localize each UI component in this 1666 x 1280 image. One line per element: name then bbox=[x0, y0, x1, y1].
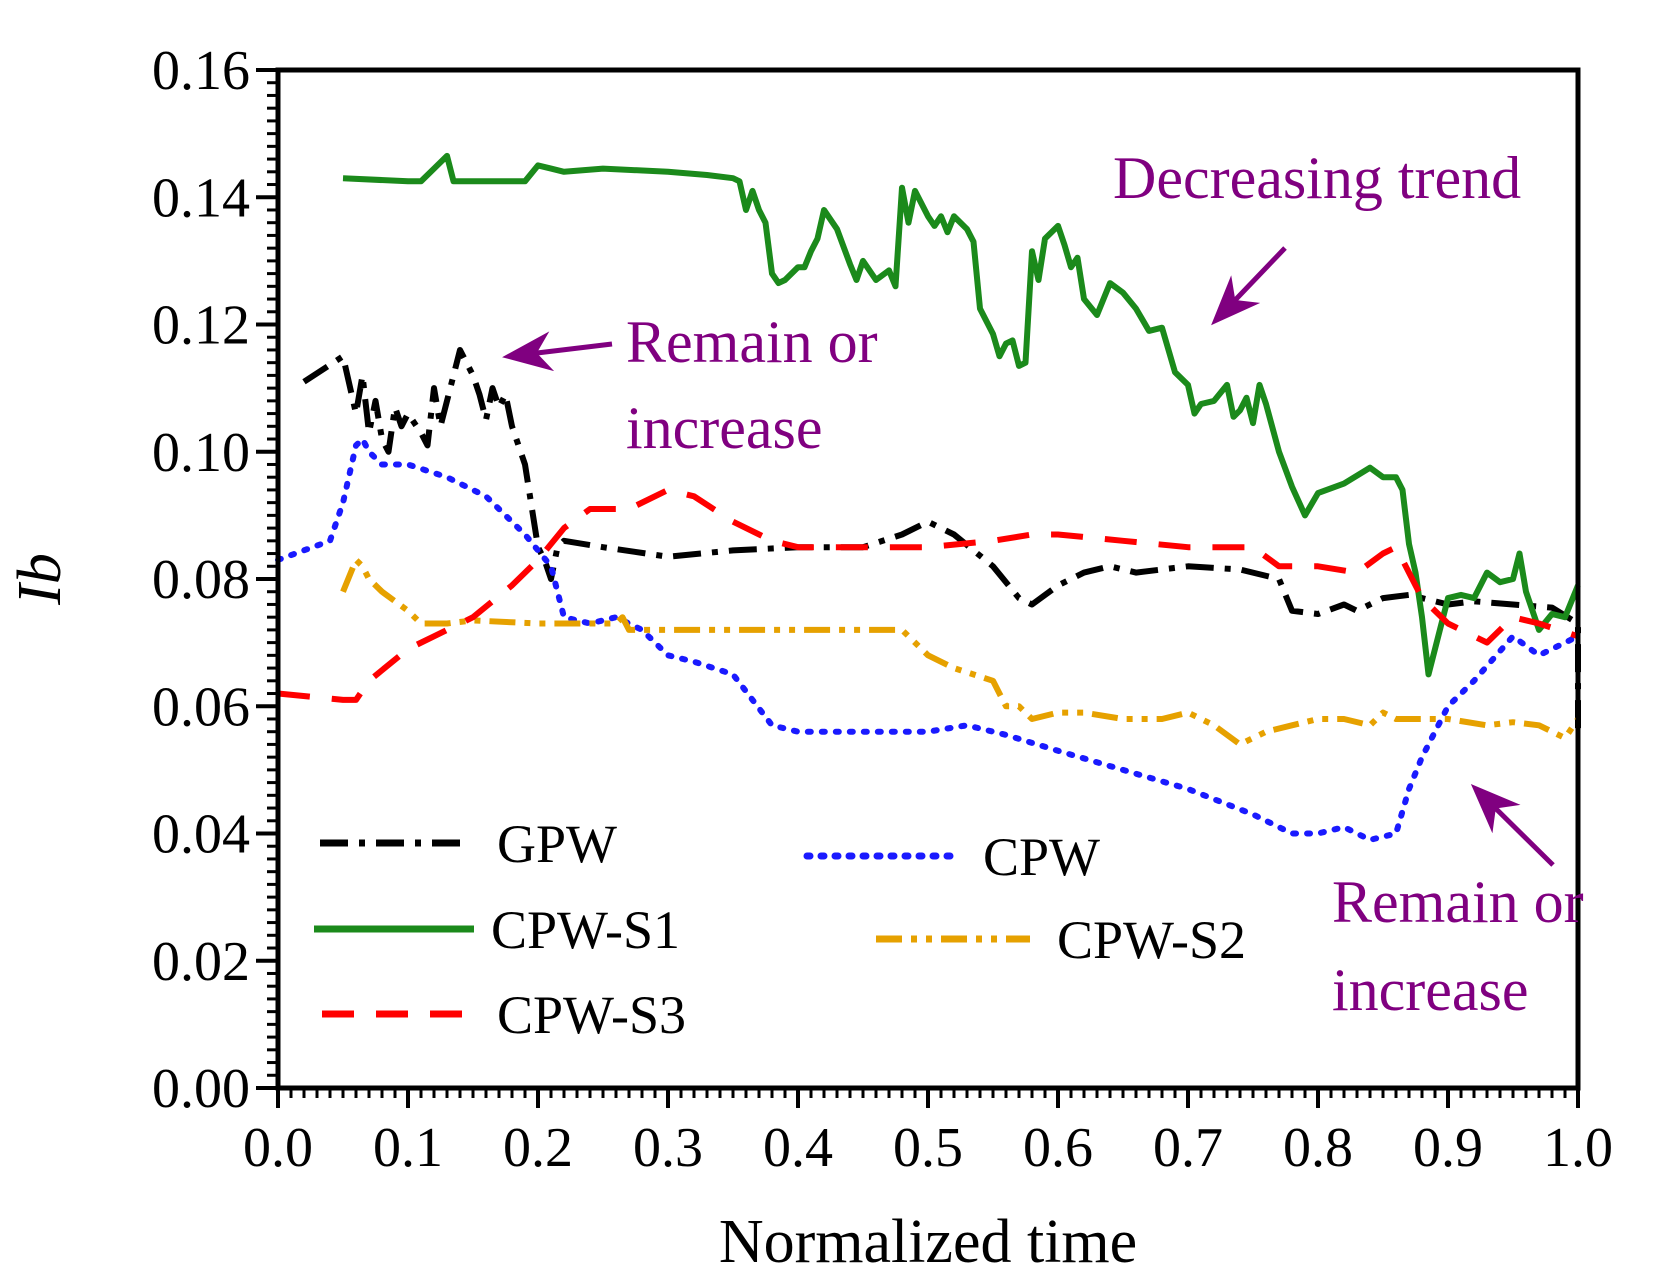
annotation-left-line-1: Remain or bbox=[626, 309, 878, 375]
series-line-cpw-s3 bbox=[277, 486, 1579, 703]
annotations: Decreasing trend Remain or increase Rema… bbox=[502, 145, 1599, 1023]
y-tick-label: 0.08 bbox=[152, 549, 250, 611]
annotation-arrow-decreasing bbox=[1211, 246, 1287, 326]
y-tick-label: 0.04 bbox=[152, 804, 250, 866]
y-tick-label: 0.12 bbox=[152, 295, 250, 357]
legend-label-gpw: GPW bbox=[497, 814, 617, 874]
annotation-decreasing-trend-line-1: Decreasing trend bbox=[1113, 145, 1521, 211]
x-tick-label: 0.1 bbox=[373, 1117, 443, 1179]
legend-label-cpw-s1: CPW-S1 bbox=[491, 900, 680, 960]
annotation-arrow-right bbox=[1470, 783, 1555, 867]
x-tick-label: 0.4 bbox=[763, 1117, 833, 1179]
series-line-gpw bbox=[302, 347, 1581, 732]
x-tick-label: 0.0 bbox=[243, 1117, 313, 1179]
y-tick-label: 0.00 bbox=[152, 1058, 250, 1120]
y-tick-label: 0.10 bbox=[152, 422, 250, 484]
y-tick-label: 0.02 bbox=[152, 931, 250, 993]
series-line-cpw-s1 bbox=[342, 152, 1581, 678]
annotation-left-line-2: increase bbox=[626, 395, 823, 461]
x-tick-label: 0.7 bbox=[1153, 1117, 1223, 1179]
legend: GPW CPW CPW-S1 CPW-S2 CPW-S3 bbox=[314, 814, 1246, 1045]
y-tick-label: 0.16 bbox=[152, 40, 250, 102]
axis-ticks: 0.0 0.1 0.2 0.3 0.4 0.5 0.6 0.7 0.8 0.9 1.0 0.00 0.0… bbox=[152, 40, 1613, 1179]
plot-series bbox=[275, 152, 1581, 843]
annotation-remain-increase-right: Remain or increase bbox=[1332, 869, 1599, 1023]
x-tick-label: 0.6 bbox=[1023, 1117, 1093, 1179]
x-tick-label: 0.3 bbox=[633, 1117, 703, 1179]
x-tick-label: 0.2 bbox=[503, 1117, 573, 1179]
series-line-cpw-s2 bbox=[340, 556, 1581, 748]
series-line-cpw bbox=[275, 436, 1581, 843]
annotation-decreasing-trend: Decreasing trend bbox=[1113, 145, 1521, 211]
y-axis-title: Ib bbox=[6, 553, 74, 606]
x-tick-label: 0.9 bbox=[1413, 1117, 1483, 1179]
x-axis-title: Normalized time bbox=[719, 1208, 1137, 1276]
annotation-right-line-2: increase bbox=[1332, 957, 1529, 1023]
annotation-arrow-left bbox=[502, 331, 613, 372]
y-tick-label: 0.06 bbox=[152, 676, 250, 738]
x-tick-label: 0.8 bbox=[1283, 1117, 1353, 1179]
annotation-remain-increase-left: Remain or increase bbox=[626, 309, 893, 461]
x-tick-label: 1.0 bbox=[1543, 1117, 1613, 1179]
x-tick-label: 0.5 bbox=[893, 1117, 963, 1179]
plot-frame bbox=[275, 67, 1581, 1091]
y-tick-label: 0.14 bbox=[152, 167, 250, 229]
legend-label-cpw-s2: CPW-S2 bbox=[1057, 910, 1246, 970]
annotation-right-line-1: Remain or bbox=[1332, 869, 1584, 935]
legend-label-cpw: CPW bbox=[983, 827, 1100, 887]
legend-label-cpw-s3: CPW-S3 bbox=[497, 985, 686, 1045]
